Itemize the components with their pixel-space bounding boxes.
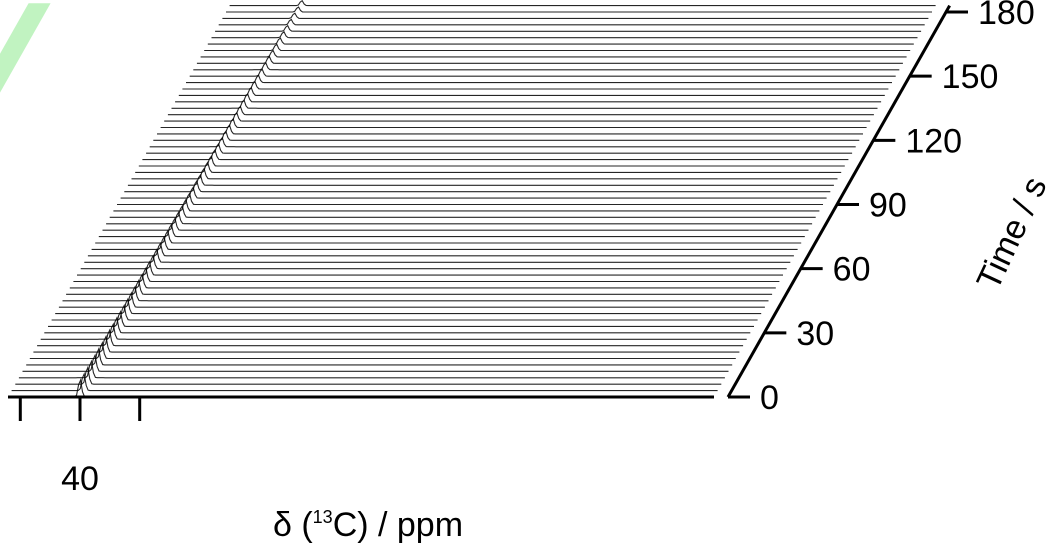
time-tick-label: 0 [760,379,779,417]
trace-t3 [11,371,718,392]
trace-t147 [186,74,892,84]
x-tick-label: 40 [61,460,99,498]
trace-t72 [95,229,802,244]
trace-t24 [37,328,744,347]
trace-t81 [106,210,813,225]
trace-t30 [44,316,751,334]
trace-t21 [33,334,740,353]
trace-t129 [164,111,871,122]
highlight-bands [0,3,51,93]
time-axis: 0 30 60 90 120 150 180 [726,0,1035,417]
time-tick-label: 90 [869,187,907,225]
trace-t36 [51,303,758,321]
trace-t66 [87,241,794,257]
trace-t63 [84,247,791,263]
time-tick-label: 30 [796,315,834,353]
trace-t27 [40,322,747,340]
trace-t33 [48,309,754,327]
trace-t99 [127,173,834,186]
trace-t108 [138,154,845,167]
highlight-band-0 [0,3,51,93]
trace-t168 [211,30,918,39]
trace-t120 [153,130,860,141]
trace-t114 [146,142,853,154]
trace-t177 [222,12,929,19]
trace-t9 [18,359,725,379]
time-tick-label: 150 [942,58,999,96]
trace-t96 [124,179,831,193]
trace-t117 [149,136,856,148]
trace-t105 [135,161,842,173]
time-axis-line [726,4,951,398]
trace-t180 [226,6,932,13]
trace-t111 [142,148,849,161]
time-axis-title: Time / s [970,171,1050,295]
trace-t138 [175,92,882,103]
trace-t183 [229,0,936,7]
time-tick-label: 60 [833,251,871,289]
trace-t150 [189,68,896,77]
trace-t135 [171,99,878,109]
trace-t123 [157,123,863,135]
trace-t15 [26,347,733,366]
trace-t132 [167,105,874,116]
trace-t144 [182,80,889,90]
trace-t48 [66,278,773,295]
trace-t39 [55,297,762,315]
trace-t141 [178,86,885,96]
trace-t90 [117,192,823,206]
trace-t126 [160,117,867,129]
x-axis: 40200-20-40-60 [8,395,714,498]
trace-t165 [207,37,914,45]
trace-t6 [15,365,722,385]
trace-t42 [58,291,765,308]
trace-t93 [120,185,827,199]
trace-t57 [77,260,783,276]
time-tick-label: 120 [905,122,962,160]
trace-t54 [73,266,780,283]
trace-t51 [69,272,776,289]
time-tick-label: 180 [978,0,1035,32]
trace-t78 [102,216,809,231]
trace-t12 [22,353,729,372]
trace-t171 [215,24,922,32]
trace-t162 [204,43,911,52]
trace-t60 [80,254,787,270]
trace-t69 [91,235,798,250]
trace-t153 [193,61,900,71]
trace-t174 [218,18,925,26]
trace-t159 [200,49,907,58]
spectra-traces [8,0,936,398]
trace-t45 [62,285,769,302]
trace-t156 [196,55,903,64]
trace-t87 [113,198,820,212]
trace-t75 [98,223,805,238]
trace-t84 [109,204,816,218]
trace-t0 [8,378,714,398]
trace-t102 [131,167,838,180]
trace-t18 [29,340,736,360]
x-axis-title: δ (13C) / ppm [273,506,463,544]
